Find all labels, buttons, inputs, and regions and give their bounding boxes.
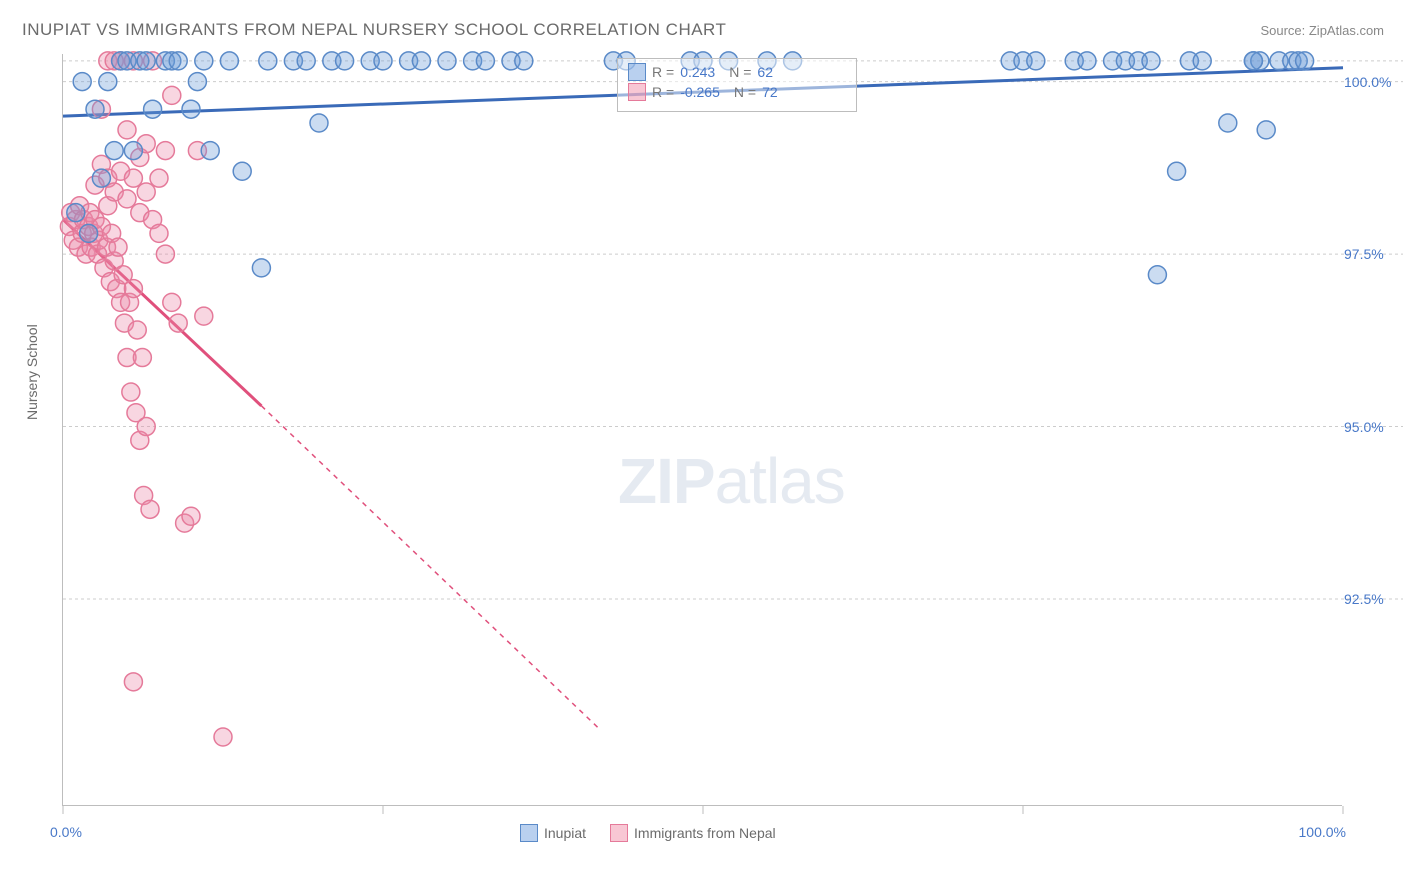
y-tick-label: 97.5% bbox=[1344, 246, 1384, 262]
y-tick-label: 95.0% bbox=[1344, 419, 1384, 435]
y-tick-label: 92.5% bbox=[1344, 591, 1384, 607]
x-max-label: 100.0% bbox=[1299, 824, 1346, 840]
n-value: 62 bbox=[757, 64, 773, 80]
y-tick-label: 100.0% bbox=[1344, 74, 1391, 90]
stats-row-series2: R = -0.265 N = 72 bbox=[628, 83, 846, 101]
chart-legend: Inupiat Immigrants from Nepal bbox=[520, 824, 776, 842]
legend-item-series1: Inupiat bbox=[520, 824, 586, 842]
stats-row-series1: R = 0.243 N = 62 bbox=[628, 63, 846, 81]
y-axis-tick-labels: 100.0% 97.5% 95.0% 92.5% bbox=[1344, 54, 1404, 806]
legend-label: Inupiat bbox=[544, 825, 586, 841]
r-value: -0.265 bbox=[680, 84, 720, 100]
y-axis-label: Nursery School bbox=[24, 324, 40, 420]
legend-item-series2: Immigrants from Nepal bbox=[610, 824, 776, 842]
chart-header: INUPIAT VS IMMIGRANTS FROM NEPAL NURSERY… bbox=[22, 20, 1384, 40]
x-min-label: 0.0% bbox=[50, 824, 82, 840]
n-value: 72 bbox=[762, 84, 778, 100]
watermark: ZIPatlas bbox=[618, 444, 845, 518]
chart-title: INUPIAT VS IMMIGRANTS FROM NEPAL NURSERY… bbox=[22, 20, 726, 40]
swatch-icon bbox=[628, 63, 646, 81]
legend-label: Immigrants from Nepal bbox=[634, 825, 776, 841]
chart-svg bbox=[63, 54, 1342, 805]
plot-area: ZIPatlas bbox=[62, 54, 1342, 806]
swatch-icon bbox=[520, 824, 538, 842]
source-attribution: Source: ZipAtlas.com bbox=[1260, 23, 1384, 38]
r-value: 0.243 bbox=[680, 64, 715, 80]
swatch-icon bbox=[628, 83, 646, 101]
swatch-icon bbox=[610, 824, 628, 842]
correlation-stats-box: R = 0.243 N = 62 R = -0.265 N = 72 bbox=[617, 58, 857, 112]
